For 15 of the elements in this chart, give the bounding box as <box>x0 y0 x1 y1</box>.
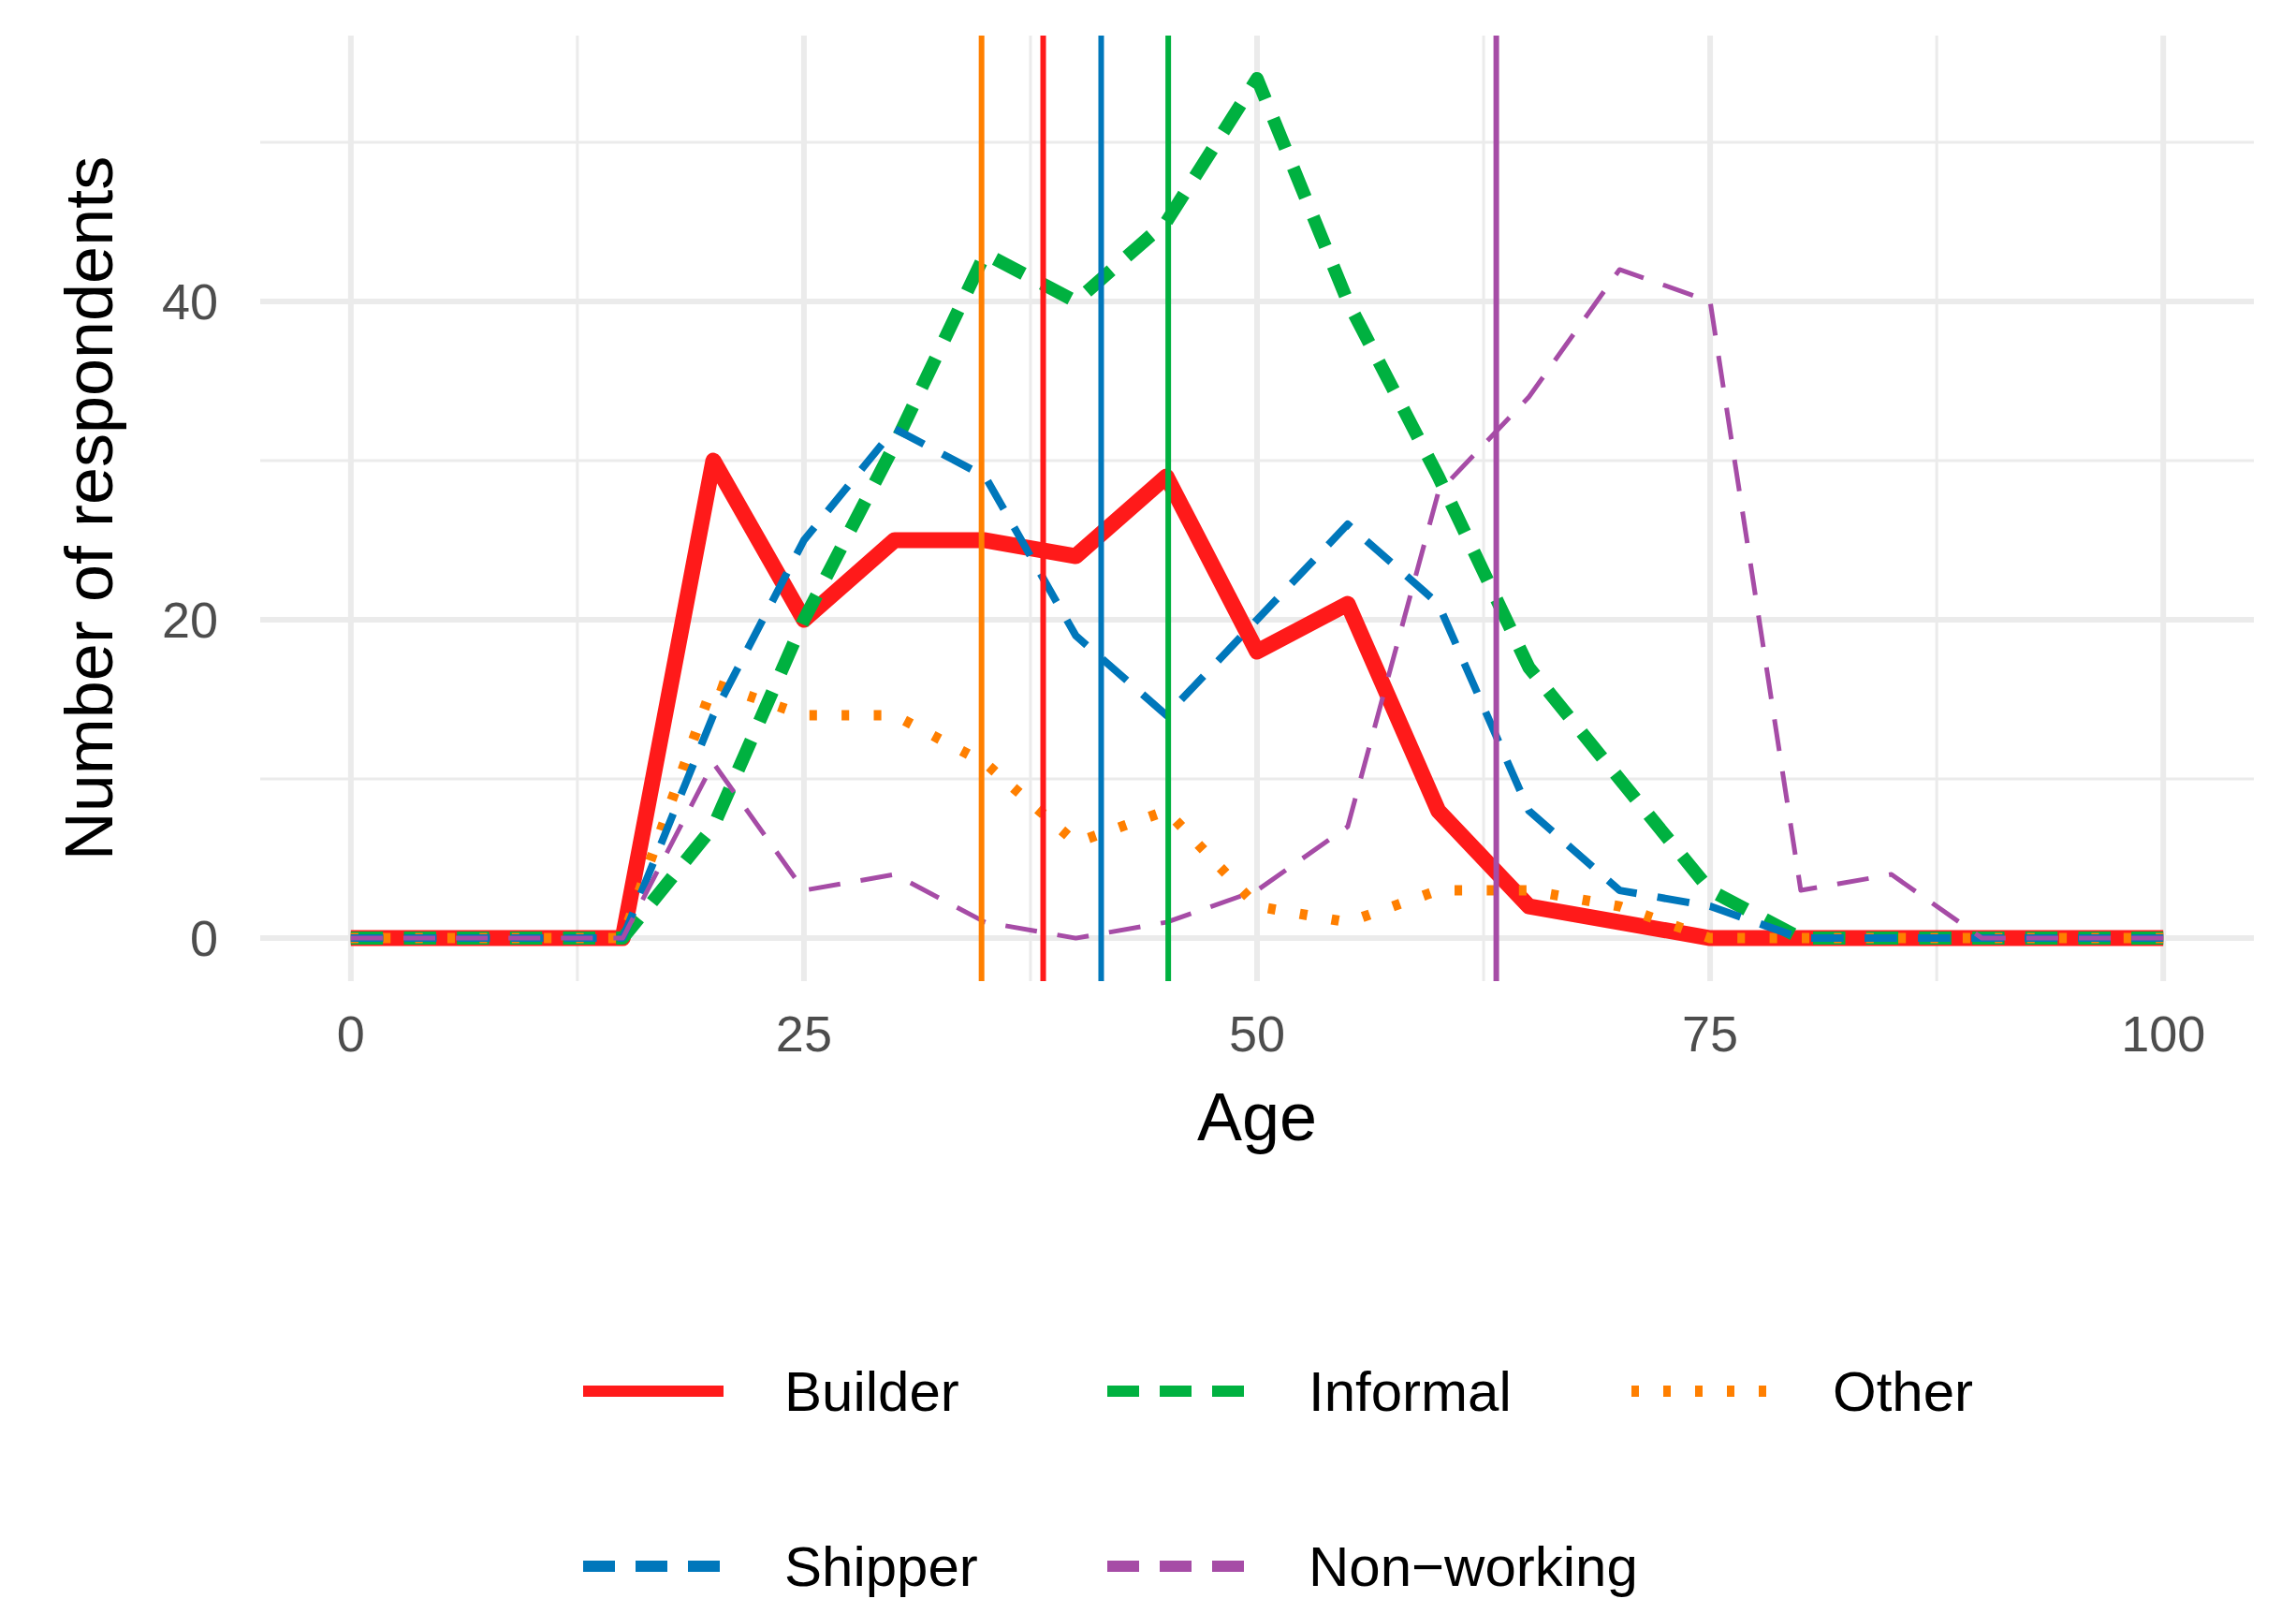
y-tick-label: 40 <box>161 272 218 330</box>
legend-label: Informal <box>1309 1360 1512 1423</box>
x-tick-label: 25 <box>775 1005 832 1062</box>
y-axis-title: Number of respondents <box>51 155 126 861</box>
y-tick-label: 20 <box>161 591 218 648</box>
legend-label: Other <box>1833 1360 1974 1423</box>
y-tick-label: 0 <box>189 909 218 966</box>
x-axis-title: Age <box>1196 1079 1318 1154</box>
legend-label: Non−working <box>1309 1535 1638 1598</box>
x-tick-label: 100 <box>2121 1005 2206 1062</box>
x-tick-label: 75 <box>1682 1005 1739 1062</box>
legend-label: Shipper <box>784 1535 978 1598</box>
x-tick-label: 0 <box>336 1005 365 1062</box>
x-tick-label: 50 <box>1228 1005 1286 1062</box>
legend-label: Builder <box>784 1360 959 1423</box>
